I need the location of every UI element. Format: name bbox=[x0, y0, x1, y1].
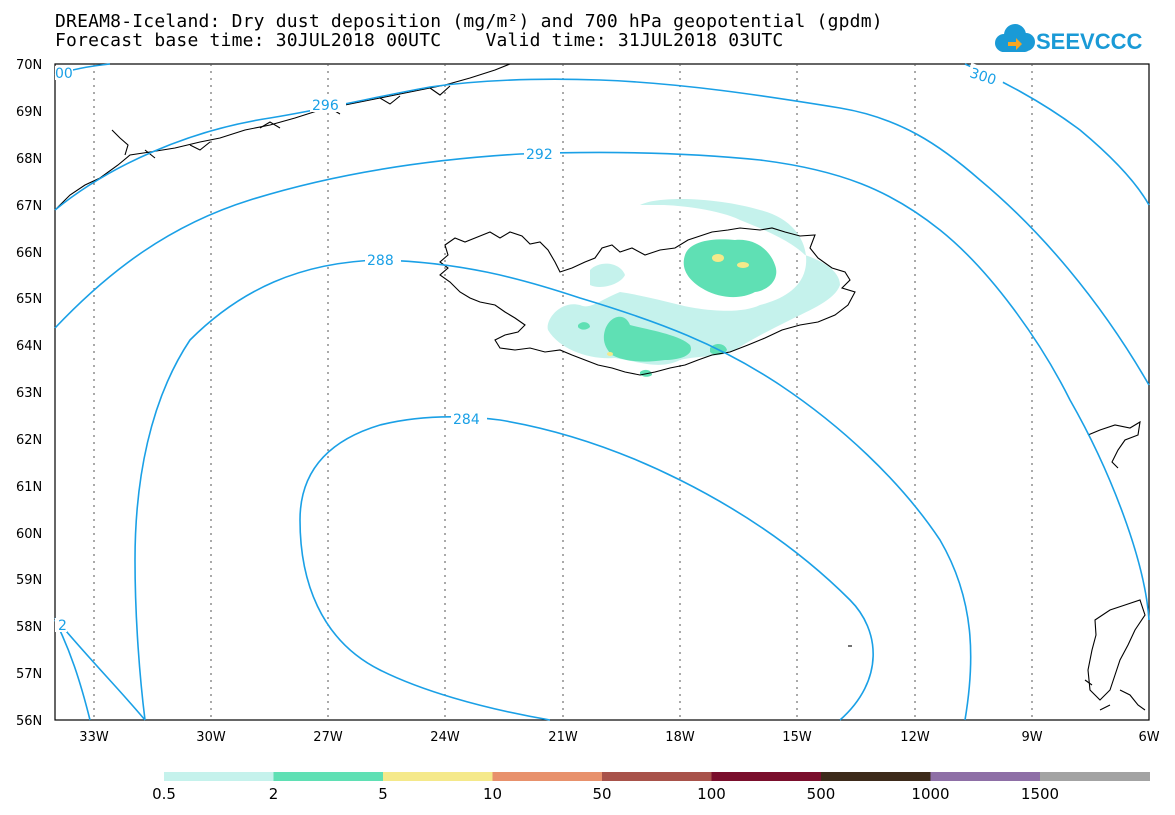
lon-label-15w: 15W bbox=[782, 730, 812, 745]
cloud-icon bbox=[995, 24, 1035, 52]
lon-label-30w: 30W bbox=[196, 730, 226, 745]
lat-label-67n: 67N bbox=[16, 199, 42, 214]
lat-label-65n: 65N bbox=[16, 292, 42, 307]
legend-swatch-7 bbox=[930, 772, 1041, 781]
legend-swatch-2 bbox=[383, 772, 493, 781]
lat-label-58n: 58N bbox=[16, 620, 42, 635]
contour-284 bbox=[299, 415, 874, 721]
map-frame bbox=[54, 63, 1150, 721]
lat-label-63n: 63N bbox=[16, 386, 42, 401]
contour-label-296: 296 bbox=[312, 98, 339, 114]
lat-label-59n: 59N bbox=[16, 573, 42, 588]
lat-label-61n: 61N bbox=[16, 480, 42, 495]
lon-label-24w: 24W bbox=[430, 730, 460, 745]
lat-label-60n: 60N bbox=[16, 527, 42, 542]
dust-area-5-c bbox=[607, 352, 613, 356]
greenland-coastline bbox=[54, 63, 511, 211]
legend-label-7: 1000 bbox=[911, 785, 949, 803]
lat-label-70n: 70N bbox=[16, 58, 42, 73]
lat-label-57n: 57N bbox=[16, 667, 42, 682]
lon-label-12w: 12W bbox=[900, 730, 930, 745]
dust-area-0.5-west bbox=[590, 263, 625, 287]
legend-label-4: 50 bbox=[592, 785, 611, 803]
scotland-coast bbox=[1087, 599, 1146, 701]
contour-label-284: 284 bbox=[453, 412, 480, 428]
contour-label-300: 300 bbox=[968, 65, 998, 88]
lon-label-9w: 9W bbox=[1021, 730, 1042, 745]
legend-label-3: 10 bbox=[483, 785, 502, 803]
iceland-coastline bbox=[439, 227, 856, 376]
legend-swatch-0 bbox=[164, 772, 274, 781]
dust-area-5-b bbox=[737, 262, 749, 268]
contour-296 bbox=[54, 78, 1150, 386]
logo-text: SEEVCCC bbox=[1036, 29, 1142, 54]
map-title-line2: Forecast base time: 30JUL2018 00UTC Vali… bbox=[55, 30, 784, 51]
lon-label-21w: 21W bbox=[548, 730, 578, 745]
legend-swatch-3 bbox=[492, 772, 603, 781]
geopotential-contours bbox=[54, 63, 1150, 721]
contour-292 bbox=[54, 151, 1150, 621]
lat-label-56n: 56N bbox=[16, 714, 42, 729]
dust-area-2-south bbox=[603, 316, 691, 362]
legend-swatch-5 bbox=[711, 772, 822, 781]
legend-swatch-1 bbox=[273, 772, 384, 781]
lon-label-18w: 18W bbox=[665, 730, 695, 745]
legend-label-8: 1500 bbox=[1021, 785, 1059, 803]
contour-labels: 296 292 288 284 300 00 2 bbox=[55, 62, 1006, 634]
seevccc-logo: SEEVCCC bbox=[995, 24, 1142, 54]
legend-label-6: 500 bbox=[807, 785, 836, 803]
longitude-labels: 33W 30W 27W 24W 21W 18W 15W 12W 9W 6W bbox=[79, 730, 1159, 745]
contour-label-292: 292 bbox=[526, 147, 553, 163]
scotland-islands bbox=[1084, 679, 1146, 711]
legend-swatch-8 bbox=[1040, 772, 1150, 781]
lon-label-27w: 27W bbox=[313, 730, 343, 745]
contour-label-288: 288 bbox=[367, 253, 394, 269]
lon-label-33w: 33W bbox=[79, 730, 109, 745]
deposition-legend: 0.5 2 5 10 50 100 500 1000 1500 bbox=[152, 772, 1150, 803]
lat-label-64n: 64N bbox=[16, 339, 42, 354]
lat-label-62n: 62N bbox=[16, 433, 42, 448]
contour-label-292-left: 2 bbox=[58, 618, 67, 634]
lat-label-66n: 66N bbox=[16, 246, 42, 261]
dust-area-5-a bbox=[712, 254, 724, 262]
lon-label-6w: 6W bbox=[1138, 730, 1159, 745]
dust-area-2-north bbox=[683, 239, 777, 298]
lat-label-69n: 69N bbox=[16, 105, 42, 120]
legend-swatch-4 bbox=[602, 772, 712, 781]
lat-label-68n: 68N bbox=[16, 152, 42, 167]
faroe-shetland-coast bbox=[1087, 420, 1141, 469]
dust-deposition-shading bbox=[547, 198, 840, 377]
legend-label-5: 100 bbox=[697, 785, 726, 803]
legend-label-2: 5 bbox=[378, 785, 388, 803]
legend-swatch-6 bbox=[821, 772, 931, 781]
legend-label-0: 0.5 bbox=[152, 785, 176, 803]
dust-area-2-spot bbox=[578, 322, 590, 330]
legend-label-1: 2 bbox=[269, 785, 279, 803]
map-title-line1: DREAM8-Iceland: Dry dust deposition (mg/… bbox=[55, 11, 883, 32]
graticule bbox=[93, 64, 1033, 720]
latitude-labels: 70N 69N 68N 67N 66N 65N 64N 63N 62N 61N … bbox=[16, 58, 42, 729]
contour-label-300-left: 00 bbox=[55, 66, 73, 82]
